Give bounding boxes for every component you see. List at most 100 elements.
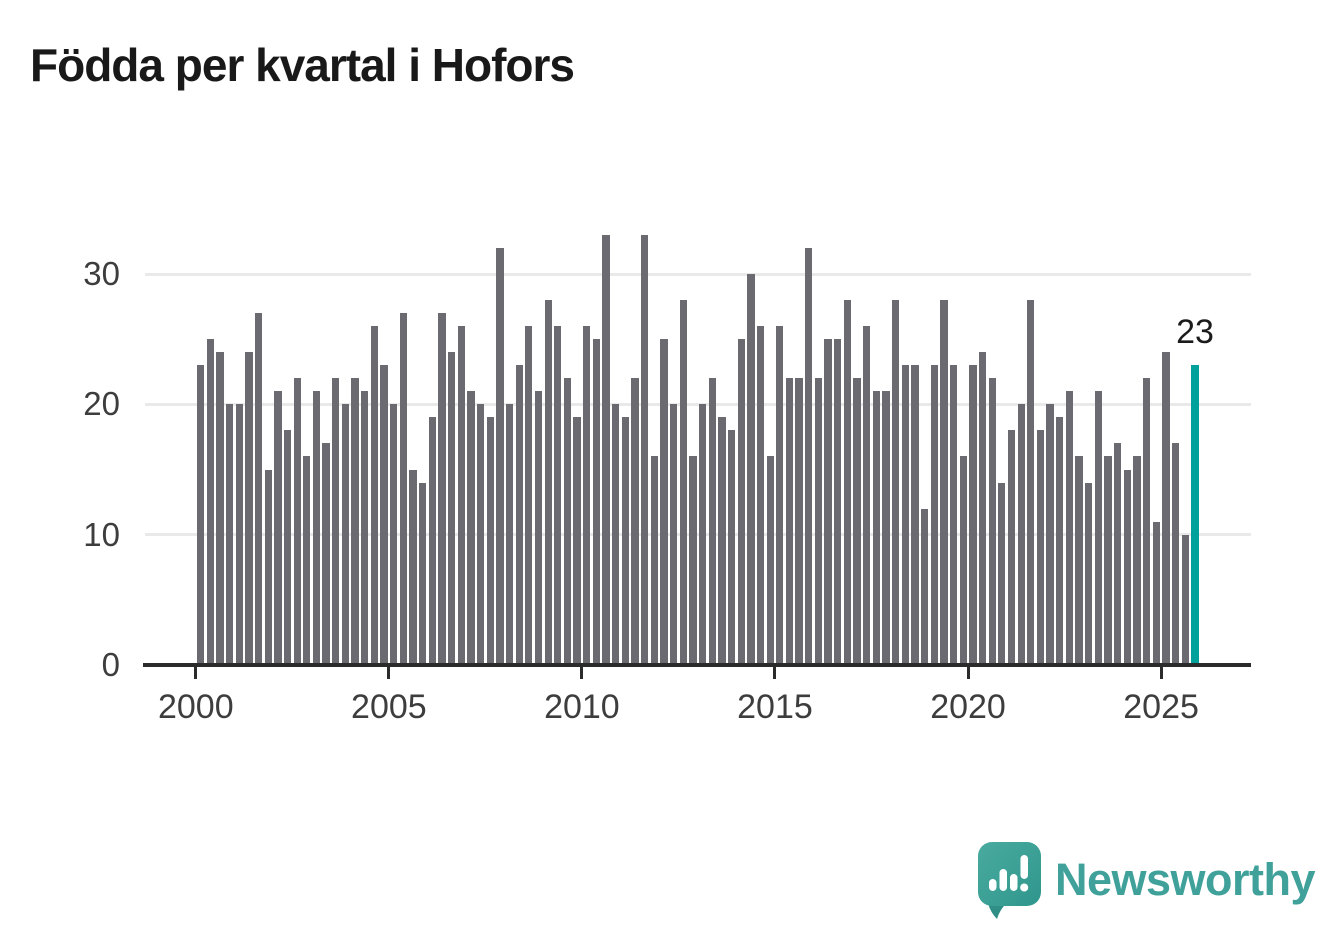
bar-2012-Q1: [660, 339, 668, 665]
bar-2015-Q2: [785, 378, 794, 665]
bar-2018-Q2: [901, 365, 909, 665]
bar-2009-Q4: [573, 417, 581, 665]
bar-2002-Q3: [293, 378, 301, 665]
bar-2007-Q4: [496, 247, 504, 665]
bar-2010-Q1: [583, 326, 591, 665]
bar-2020-Q1: [969, 365, 977, 665]
bar-2016-Q3: [834, 339, 842, 665]
bar-2014-Q3: [756, 326, 765, 665]
x-axis-label-2000: 2000: [157, 688, 234, 726]
bar-2011-Q1: [621, 417, 630, 665]
bar-2025-Q1: [1162, 352, 1170, 665]
bar-2007-Q2: [476, 404, 485, 665]
bar-2023-Q1: [1085, 482, 1093, 665]
x-axis-label-2005: 2005: [351, 688, 427, 726]
bar-2012-Q4: [689, 456, 697, 665]
bar-2003-Q3: [332, 378, 340, 665]
bar-2009-Q1: [544, 300, 552, 665]
bar-2019-Q3: [949, 365, 958, 665]
bar-2019-Q4: [959, 456, 967, 665]
chart-title: Födda per kvartal i Hofors: [30, 39, 575, 91]
speech-bubble-bar-chart-icon: [978, 842, 1041, 919]
x-axis-line: [143, 663, 1251, 667]
bar-2001-Q1: [235, 404, 243, 665]
y-axis-label-20: 20: [83, 385, 120, 423]
bar-2001-Q4: [264, 469, 272, 665]
bar-2017-Q3: [872, 391, 880, 665]
x-axis-label-2010: 2010: [544, 688, 620, 726]
bar-2018-Q3: [911, 365, 919, 665]
bar-2013-Q4: [727, 430, 736, 665]
bar-2005-Q1: [390, 404, 398, 665]
bar-2000-Q3: [216, 352, 224, 665]
bar-2016-Q4: [843, 300, 852, 665]
bar-2001-Q2: [245, 352, 253, 665]
bar-2022-Q3: [1065, 391, 1074, 665]
x-axis-tick-2020: [966, 667, 970, 679]
bar-2006-Q4: [457, 326, 465, 665]
bar-2001-Q3: [254, 313, 263, 665]
bar-2017-Q4: [882, 391, 890, 665]
bar-2018-Q4: [920, 508, 929, 665]
bar-2004-Q4: [380, 365, 388, 665]
bar-2002-Q1: [274, 391, 282, 665]
bar-2023-Q2: [1094, 391, 1103, 665]
bar-2005-Q2: [399, 313, 407, 665]
bar-2021-Q4: [1036, 430, 1045, 665]
bar-2003-Q2: [322, 443, 330, 665]
bar-2008-Q2: [515, 365, 523, 665]
x-axis-tick-2025: [1159, 667, 1163, 679]
bar-2017-Q1: [853, 378, 861, 665]
bar-2005-Q4: [419, 482, 427, 665]
bar-2006-Q2: [438, 313, 446, 665]
bar-2011-Q4: [650, 456, 658, 665]
bar-2010-Q3: [602, 234, 610, 665]
bar-2007-Q3: [486, 417, 494, 665]
bar-2015-Q4: [805, 247, 813, 665]
bar-2013-Q2: [708, 378, 716, 665]
gridline-10: [145, 533, 1251, 537]
bar-2002-Q2: [283, 430, 292, 665]
bar-2006-Q3: [447, 352, 456, 665]
bar-2021-Q2: [1017, 404, 1025, 665]
x-axis-label-2025: 2025: [1123, 688, 1199, 726]
bar-2017-Q2: [863, 326, 871, 665]
bar-2022-Q1: [1046, 404, 1054, 665]
bar-2008-Q3: [525, 326, 533, 665]
bar-2011-Q2: [631, 378, 639, 665]
bar-2024-Q1: [1123, 469, 1131, 665]
y-axis-label-0: 0: [101, 646, 120, 683]
x-axis-tick-2010: [580, 667, 584, 679]
bar-2004-Q1: [351, 378, 359, 665]
bar-2019-Q1: [930, 365, 938, 665]
bar-2008-Q1: [505, 404, 514, 665]
x-axis-tick-2005: [387, 667, 391, 679]
bar-2015-Q3: [795, 378, 803, 665]
bar-2000-Q4: [225, 404, 234, 665]
bar-2004-Q2: [361, 391, 369, 665]
bar-2008-Q4: [534, 391, 543, 665]
bar-2025-Q2: [1171, 443, 1180, 665]
bar-2023-Q4: [1114, 443, 1122, 665]
bar-2003-Q4: [341, 404, 350, 665]
bar-2019-Q2: [940, 300, 948, 665]
x-axis-label-2020: 2020: [930, 688, 1006, 726]
bar-2000-Q2: [206, 339, 214, 665]
gridline-20: [145, 402, 1251, 406]
bar-2005-Q3: [409, 469, 417, 665]
x-axis-tick-2000: [194, 667, 198, 679]
bar-2024-Q4: [1152, 521, 1160, 665]
bar-2014-Q1: [737, 339, 745, 665]
bar-2018-Q1: [892, 300, 900, 665]
bar-2006-Q1: [428, 417, 436, 665]
bar-2024-Q3: [1142, 378, 1151, 665]
y-axis-label-10: 10: [83, 515, 120, 553]
bar-2012-Q2: [669, 404, 678, 665]
bar-2021-Q3: [1027, 300, 1035, 665]
bar-2004-Q3: [370, 326, 379, 665]
bar-2014-Q2: [747, 274, 755, 665]
y-axis-label-30: 30: [83, 255, 120, 292]
bar-2003-Q1: [312, 391, 321, 665]
bar-2000-Q1: [197, 365, 205, 665]
